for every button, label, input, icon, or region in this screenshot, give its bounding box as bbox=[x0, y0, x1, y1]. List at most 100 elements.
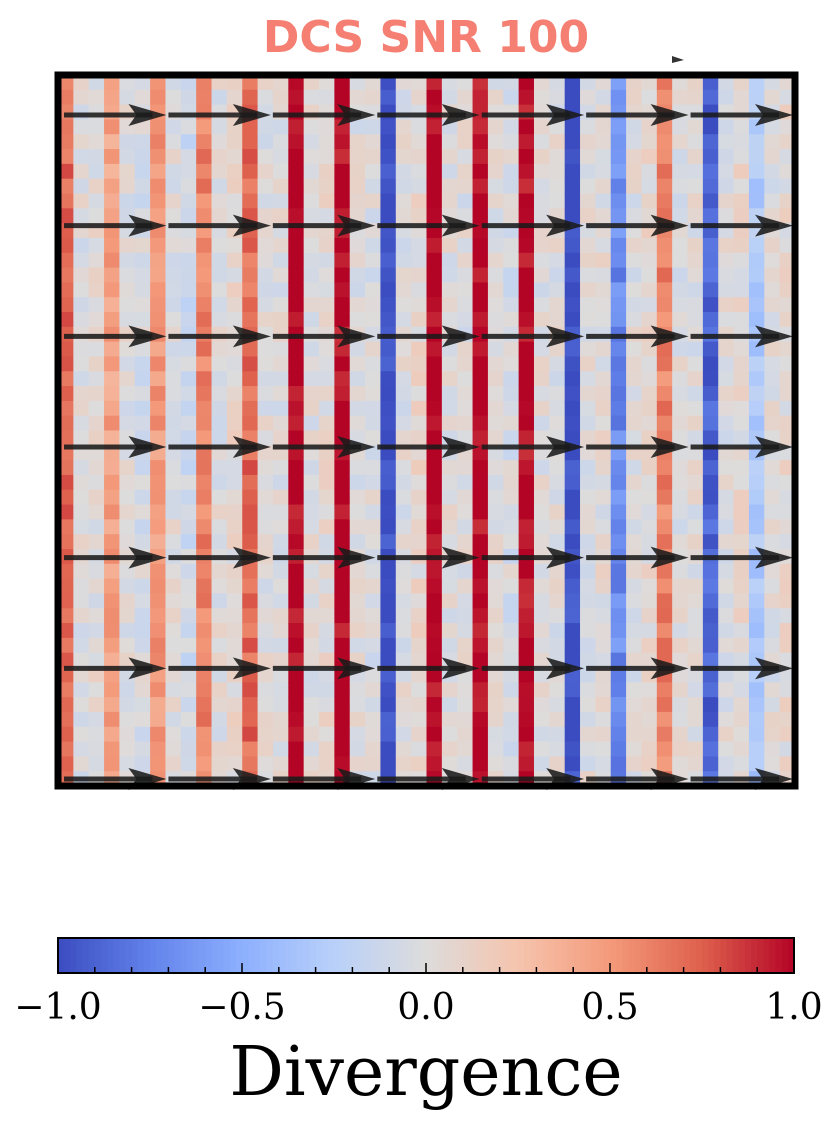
heatmap-cell bbox=[702, 593, 719, 609]
heatmap-cell bbox=[288, 341, 305, 358]
heatmap-cell bbox=[533, 386, 550, 402]
heatmap-cell bbox=[165, 519, 182, 535]
heatmap-cell bbox=[533, 371, 550, 387]
heatmap-cell bbox=[303, 726, 320, 743]
heatmap-cell bbox=[365, 134, 382, 150]
heatmap-cell bbox=[257, 178, 274, 195]
heatmap-cell bbox=[180, 356, 197, 372]
heatmap-cell bbox=[395, 430, 412, 446]
colorbar-segment bbox=[444, 938, 452, 973]
heatmap-cell bbox=[549, 563, 566, 580]
heatmap-cell bbox=[748, 193, 765, 209]
heatmap-cell bbox=[119, 460, 136, 476]
heatmap-cell bbox=[104, 267, 121, 283]
heatmap-cell bbox=[88, 312, 105, 328]
heatmap-cell bbox=[180, 119, 197, 135]
heatmap-cell bbox=[564, 119, 581, 135]
heatmap-cell bbox=[503, 652, 520, 669]
heatmap-cell bbox=[365, 637, 382, 654]
heatmap-cell bbox=[257, 267, 274, 283]
heatmap-cell bbox=[487, 119, 504, 135]
heatmap-cell bbox=[257, 341, 274, 358]
heatmap-cell bbox=[718, 534, 735, 550]
heatmap-cell bbox=[487, 297, 504, 313]
heatmap-cell bbox=[165, 652, 182, 669]
colorbar-segment bbox=[413, 938, 421, 973]
heatmap-cell bbox=[104, 474, 121, 491]
heatmap-cell bbox=[303, 104, 320, 121]
heatmap-cell bbox=[503, 104, 520, 121]
heatmap-cell bbox=[457, 637, 474, 654]
quiver-arrow bbox=[272, 657, 376, 680]
heatmap-cell bbox=[303, 711, 320, 728]
heatmap-cell bbox=[626, 667, 643, 683]
heatmap-cell bbox=[564, 356, 581, 372]
heatmap-cell bbox=[165, 208, 182, 224]
heatmap-cell bbox=[472, 104, 489, 121]
heatmap-cell bbox=[687, 134, 704, 150]
heatmap-cell bbox=[104, 637, 121, 654]
heatmap-cell bbox=[733, 563, 750, 580]
heatmap-cell bbox=[365, 593, 382, 609]
heatmap-cell bbox=[580, 711, 596, 728]
heatmap-cell bbox=[257, 149, 274, 165]
heatmap-cell bbox=[134, 504, 151, 520]
heatmap-cell bbox=[426, 415, 443, 432]
heatmap-cell bbox=[564, 608, 581, 624]
quiver-arrowhead-icon bbox=[441, 104, 480, 126]
heatmap-cell bbox=[702, 104, 719, 121]
heatmap-cell bbox=[610, 75, 627, 91]
heatmap-cell bbox=[457, 341, 474, 358]
heatmap-cell bbox=[180, 193, 197, 209]
heatmap-cell bbox=[334, 149, 351, 165]
heatmap-cell bbox=[380, 104, 397, 121]
heatmap-cell bbox=[687, 726, 704, 743]
heatmap-cell bbox=[380, 208, 397, 224]
heatmap-cell bbox=[411, 652, 428, 669]
heatmap-cell bbox=[549, 178, 566, 195]
heatmap-cell bbox=[441, 415, 458, 432]
heatmap-cell bbox=[272, 312, 289, 328]
heatmap-cell bbox=[134, 341, 151, 358]
heatmap-cell bbox=[580, 163, 596, 180]
colorbar-segment bbox=[751, 938, 758, 973]
heatmap-cell bbox=[73, 682, 90, 698]
heatmap-cell bbox=[672, 267, 689, 283]
heatmap-cell bbox=[288, 460, 305, 476]
heatmap-cell bbox=[702, 682, 719, 698]
heatmap-cell bbox=[487, 208, 504, 224]
heatmap-cell bbox=[733, 267, 750, 283]
heatmap-cell bbox=[104, 386, 121, 402]
heatmap-cell bbox=[503, 119, 520, 135]
colorbar-segment bbox=[315, 938, 323, 973]
colorbar-segment bbox=[370, 938, 378, 973]
heatmap-cell bbox=[733, 608, 750, 624]
colorbar-segment bbox=[156, 938, 163, 973]
heatmap-cell bbox=[549, 267, 566, 283]
heatmap-cell bbox=[165, 460, 182, 476]
heatmap-cell bbox=[641, 667, 658, 683]
heatmap-cell bbox=[150, 341, 167, 358]
heatmap-cell bbox=[196, 623, 213, 639]
heatmap-cell bbox=[104, 356, 121, 372]
heatmap-cell bbox=[319, 578, 335, 595]
heatmap-cell bbox=[134, 282, 151, 298]
heatmap-cell bbox=[303, 386, 320, 402]
colorbar-segment bbox=[297, 938, 304, 973]
heatmap-cell bbox=[595, 667, 612, 683]
heatmap-cell bbox=[104, 726, 121, 743]
heatmap-cell bbox=[503, 608, 520, 624]
heatmap-cell bbox=[426, 119, 443, 135]
heatmap-cell bbox=[272, 386, 289, 402]
heatmap-cell bbox=[549, 341, 566, 358]
heatmap-cell bbox=[457, 534, 474, 550]
heatmap-cell bbox=[349, 371, 366, 387]
heatmap-cell bbox=[119, 267, 136, 283]
heatmap-cell bbox=[242, 356, 259, 372]
heatmap-cell bbox=[610, 237, 627, 254]
heatmap-cell bbox=[472, 237, 489, 254]
heatmap-cell bbox=[441, 697, 458, 713]
heatmap-cell bbox=[288, 386, 305, 402]
heatmap-cell bbox=[687, 400, 704, 417]
heatmap-cell bbox=[641, 652, 658, 669]
